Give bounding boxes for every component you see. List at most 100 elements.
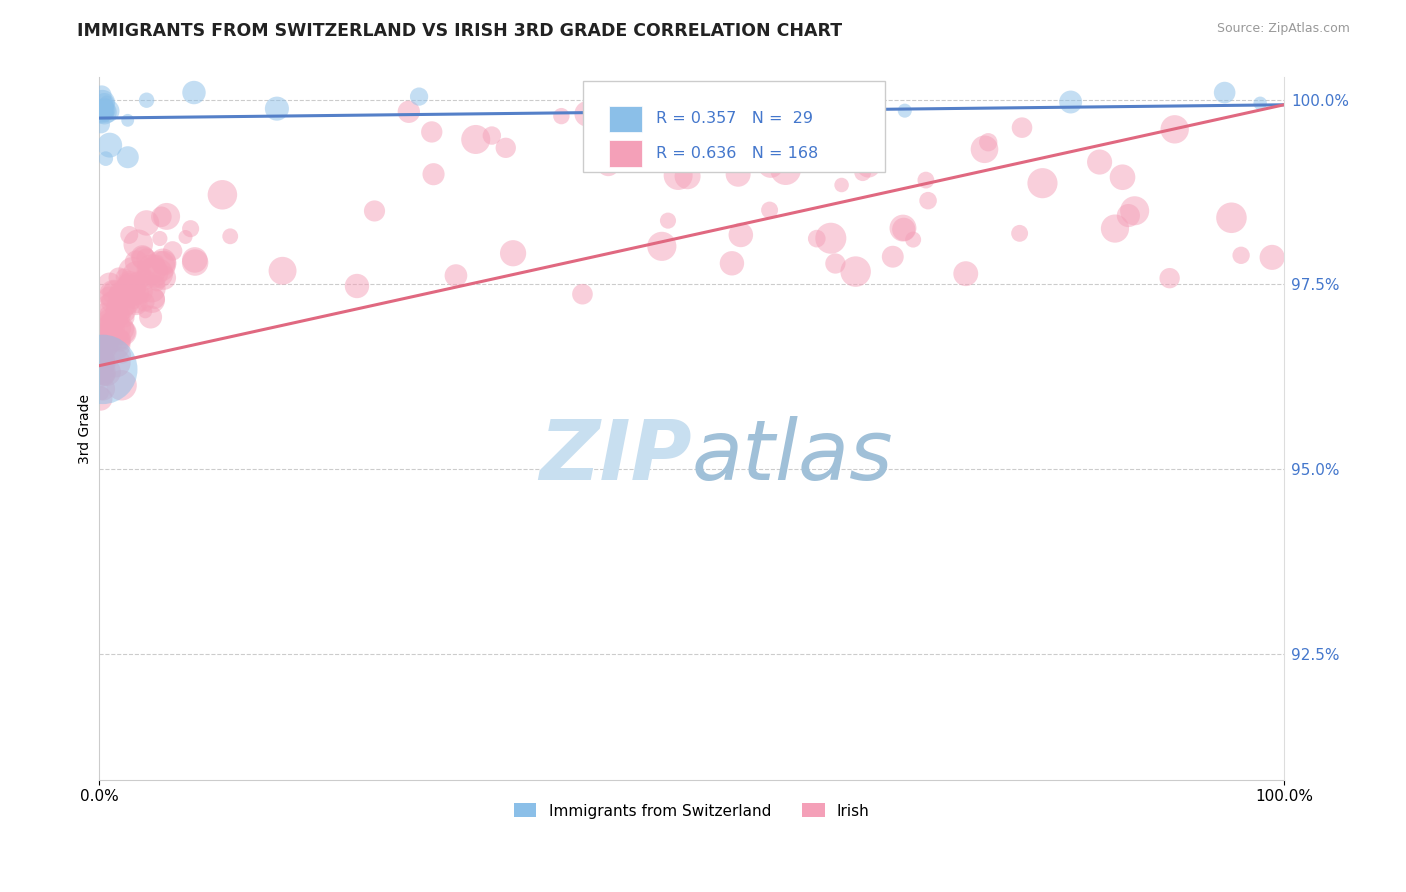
Point xyxy=(105,356,128,370)
Point xyxy=(91,352,114,367)
Point xyxy=(1118,209,1140,223)
Point xyxy=(120,284,142,298)
Point xyxy=(1059,95,1081,109)
Point xyxy=(1123,203,1146,218)
Point xyxy=(93,368,115,382)
Point xyxy=(89,103,111,118)
Point xyxy=(135,252,157,266)
Point xyxy=(806,232,828,246)
Point xyxy=(90,104,112,119)
Point xyxy=(893,222,915,236)
Point xyxy=(90,346,112,360)
Point xyxy=(134,273,156,287)
Point xyxy=(114,310,136,325)
Point xyxy=(266,102,288,116)
Point xyxy=(623,124,645,138)
Bar xyxy=(609,140,641,167)
Point xyxy=(271,264,294,278)
Point xyxy=(118,276,141,290)
Point xyxy=(94,103,117,118)
Point xyxy=(94,100,117,114)
Point xyxy=(125,268,148,283)
Point xyxy=(104,337,127,351)
Point xyxy=(110,300,132,314)
Point xyxy=(1088,155,1111,169)
Point xyxy=(103,287,125,301)
Point xyxy=(135,216,157,230)
Point xyxy=(125,297,148,311)
Point xyxy=(571,287,593,301)
Point xyxy=(1159,271,1181,285)
Point xyxy=(94,310,117,324)
Point xyxy=(93,105,115,120)
Point xyxy=(143,292,166,306)
Point xyxy=(121,281,143,295)
Point xyxy=(153,270,176,285)
Bar xyxy=(609,105,641,132)
Point xyxy=(96,104,118,119)
Point xyxy=(135,93,157,107)
Point xyxy=(141,293,163,307)
Point xyxy=(91,95,114,110)
Point xyxy=(103,304,125,318)
Point xyxy=(90,366,112,380)
Point xyxy=(98,313,121,327)
Point xyxy=(156,210,179,224)
Point xyxy=(146,277,169,291)
Point xyxy=(142,266,165,280)
Point xyxy=(759,158,782,172)
Point xyxy=(125,255,148,269)
Point xyxy=(112,269,135,284)
Point xyxy=(363,204,385,219)
Point xyxy=(122,294,145,309)
Point xyxy=(128,285,150,299)
Point xyxy=(90,334,112,349)
Point xyxy=(444,268,467,283)
Point xyxy=(114,293,136,308)
Point xyxy=(89,332,111,346)
Point xyxy=(93,352,115,367)
Point xyxy=(820,231,842,245)
Point xyxy=(110,333,132,347)
Point xyxy=(121,264,143,278)
Point xyxy=(398,104,420,119)
Point xyxy=(108,333,131,347)
Point xyxy=(97,308,120,322)
Point xyxy=(110,309,132,323)
Point xyxy=(141,262,163,277)
Point xyxy=(94,326,117,340)
Point xyxy=(90,364,112,378)
Point xyxy=(90,118,112,132)
Point xyxy=(1111,170,1133,185)
Point xyxy=(146,254,169,268)
Point xyxy=(184,252,207,267)
Point xyxy=(112,304,135,318)
Point xyxy=(422,167,444,181)
Point xyxy=(117,150,139,164)
Point xyxy=(127,237,149,252)
Point xyxy=(120,287,142,301)
Point xyxy=(110,322,132,336)
Point xyxy=(94,152,117,166)
Point xyxy=(108,306,131,320)
Point xyxy=(94,325,117,339)
Point xyxy=(120,279,142,293)
Point xyxy=(111,288,134,302)
Point xyxy=(180,221,202,235)
Point xyxy=(98,138,121,153)
Point xyxy=(666,169,689,183)
Point xyxy=(1220,211,1243,225)
Point xyxy=(502,246,524,260)
Point xyxy=(98,290,121,304)
Point xyxy=(91,362,114,376)
Point xyxy=(891,221,914,235)
Point xyxy=(657,213,679,227)
Text: R = 0.636   N = 168: R = 0.636 N = 168 xyxy=(657,146,818,161)
Point xyxy=(1104,221,1126,235)
Point xyxy=(96,107,118,121)
Point xyxy=(134,295,156,310)
Point xyxy=(93,100,115,114)
Point xyxy=(801,142,824,156)
Point xyxy=(90,386,112,401)
Text: ZIP: ZIP xyxy=(538,416,692,497)
